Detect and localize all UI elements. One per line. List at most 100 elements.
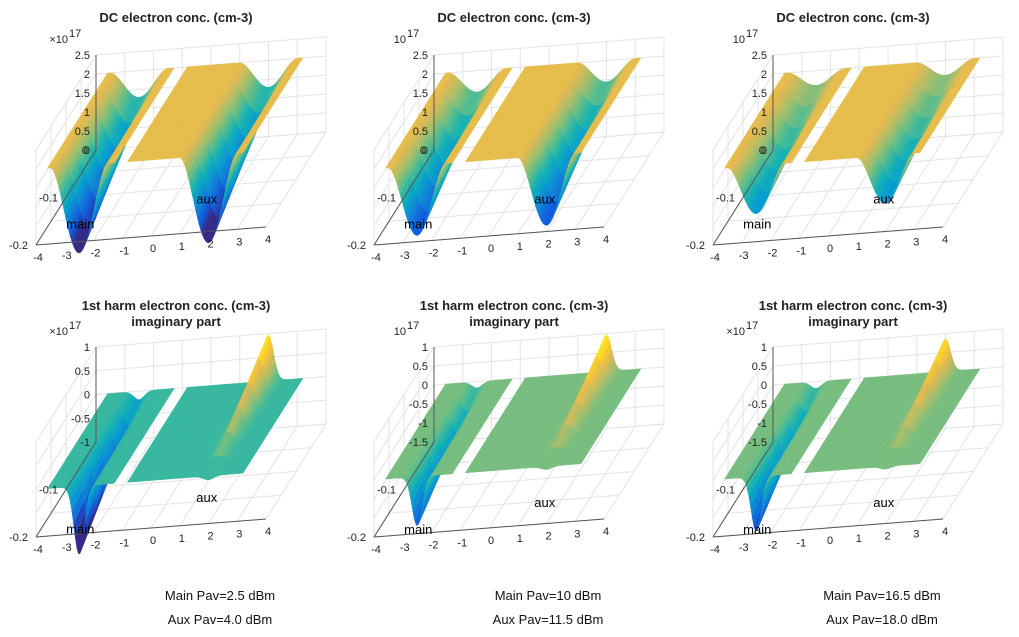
x-tick-label: 4 bbox=[265, 234, 271, 246]
z-tick-label: 2.5 bbox=[752, 50, 767, 62]
y-tick-label: -0.1 bbox=[377, 193, 396, 205]
x-tick-label: -1 bbox=[457, 537, 467, 549]
surface-facet bbox=[450, 146, 463, 164]
z-tick-label: 2 bbox=[761, 69, 767, 81]
y-tick-label: -0.2 bbox=[9, 240, 28, 252]
z-tick-label: 2 bbox=[422, 69, 428, 81]
y-tick-label: -0.1 bbox=[377, 485, 396, 497]
y-tick-label: -0.1 bbox=[716, 485, 735, 497]
x-tick-label: -4 bbox=[371, 544, 381, 556]
x-tick-label: 2 bbox=[207, 239, 213, 251]
surface bbox=[385, 57, 642, 236]
z-tick-label: 1 bbox=[84, 342, 90, 354]
z-tick-label: 1 bbox=[422, 107, 428, 119]
z-tick-label: 0 bbox=[761, 380, 767, 392]
z-exponent: ×10 bbox=[49, 34, 68, 46]
x-tick-label: -2 bbox=[768, 248, 778, 260]
x-tick-label: 2 bbox=[884, 531, 890, 543]
z-tick-label: -1.5 bbox=[748, 437, 767, 449]
x-tick-label: -2 bbox=[91, 540, 101, 552]
z-tick-label: 1 bbox=[761, 342, 767, 354]
z-tick-label: 1 bbox=[422, 342, 428, 354]
x-tick-label: -1 bbox=[457, 245, 467, 257]
x-tick-label: -1 bbox=[119, 537, 129, 549]
x-tick-label: -3 bbox=[739, 250, 749, 262]
chart-title: 1st harm electron conc. (cm-3) bbox=[82, 298, 271, 313]
z-tick-label: 0.5 bbox=[752, 361, 767, 373]
x-tick-label: -4 bbox=[371, 252, 381, 264]
z-tick-label: 0.5 bbox=[413, 361, 428, 373]
x-tick-label: 4 bbox=[603, 526, 609, 538]
main-label: main bbox=[743, 217, 771, 232]
x-tick-label: -4 bbox=[33, 252, 43, 264]
x-tick-label: -2 bbox=[429, 540, 439, 552]
chart-title: 1st harm electron conc. (cm-3) bbox=[759, 298, 948, 313]
x-tick-label: -1 bbox=[796, 537, 806, 549]
aux-label: aux bbox=[534, 192, 555, 207]
aux-label: aux bbox=[873, 495, 894, 510]
caption-aux-3: Aux Pav=18.0 dBm bbox=[826, 612, 938, 627]
y-tick-label: -0.2 bbox=[686, 240, 705, 252]
z-exponent-power: 17 bbox=[746, 320, 758, 332]
z-tick-label: 0.5 bbox=[752, 126, 767, 138]
axes bbox=[35, 55, 267, 246]
aux-label: aux bbox=[196, 490, 217, 505]
x-tick-label: 0 bbox=[827, 535, 833, 547]
x-tick-label: 2 bbox=[207, 531, 213, 543]
y-tick-label: -0.2 bbox=[347, 240, 366, 252]
x-tick-label: 4 bbox=[603, 234, 609, 246]
z-exponent: ×10 bbox=[49, 326, 68, 338]
y-tick-label: -0.2 bbox=[347, 532, 366, 544]
z-tick-label: 0 bbox=[422, 145, 428, 157]
x-tick-label: 3 bbox=[913, 236, 919, 248]
aux-label: aux bbox=[873, 192, 894, 207]
z-tick-label: 1.5 bbox=[75, 88, 90, 100]
z-exponent: ×10 bbox=[726, 326, 745, 338]
z-tick-label: 1 bbox=[761, 107, 767, 119]
x-tick-label: -3 bbox=[739, 542, 749, 554]
z-tick-label: 2.5 bbox=[75, 50, 90, 62]
x-tick-label: 0 bbox=[827, 243, 833, 255]
main-label: main bbox=[404, 522, 432, 537]
x-tick-label: -1 bbox=[119, 245, 129, 257]
x-axis-line bbox=[35, 226, 267, 246]
x-tick-label: 3 bbox=[913, 528, 919, 540]
y-tick-label: -0.1 bbox=[39, 193, 58, 205]
z-exponent-power: 17 bbox=[407, 320, 419, 332]
gridline bbox=[403, 179, 635, 198]
x-tick-label: -4 bbox=[33, 544, 43, 556]
z-exponent-power: 17 bbox=[69, 28, 81, 40]
x-tick-label: 1 bbox=[517, 533, 523, 545]
y-tick-label: 0 bbox=[82, 145, 88, 157]
z-exponent-power: 17 bbox=[69, 320, 81, 332]
z-tick-label: -1.5 bbox=[409, 437, 428, 449]
z-tick-label: 1 bbox=[84, 107, 90, 119]
main-label: main bbox=[66, 217, 94, 232]
z-tick-label: 0 bbox=[84, 145, 90, 157]
chart-title: imaginary part bbox=[131, 314, 221, 329]
z-tick-label: 0.5 bbox=[75, 126, 90, 138]
z-tick-label: 1.5 bbox=[413, 88, 428, 100]
z-tick-label: -1 bbox=[757, 418, 767, 430]
y-axis-line bbox=[373, 149, 435, 246]
x-tick-label: 2 bbox=[545, 531, 551, 543]
chart-title: DC electron conc. (cm-3) bbox=[437, 10, 590, 25]
main-label: main bbox=[743, 522, 771, 537]
x-tick-label: 3 bbox=[574, 236, 580, 248]
surface bbox=[724, 57, 981, 214]
x-tick-label: 1 bbox=[179, 533, 185, 545]
z-tick-label: 2 bbox=[84, 69, 90, 81]
chart-title: DC electron conc. (cm-3) bbox=[99, 10, 252, 25]
z-tick-label: 0 bbox=[84, 390, 90, 402]
gridline bbox=[742, 179, 974, 198]
surface-panel-6: -4 -3 -2 -1 0 1 2 3 4-0.1-0.210.50-0.5-1-1.5×10 1… bbox=[686, 298, 1004, 556]
surface-facet bbox=[789, 146, 802, 164]
x-tick-label: -2 bbox=[91, 248, 101, 260]
caption-aux-2: Aux Pav=11.5 dBm bbox=[492, 612, 604, 627]
surface bbox=[47, 57, 304, 254]
x-tick-label: 3 bbox=[236, 236, 242, 248]
chart-title: imaginary part bbox=[469, 314, 559, 329]
x-tick-label: 2 bbox=[884, 239, 890, 251]
caption-main-1: Main Pav=2.5 dBm bbox=[164, 588, 276, 603]
